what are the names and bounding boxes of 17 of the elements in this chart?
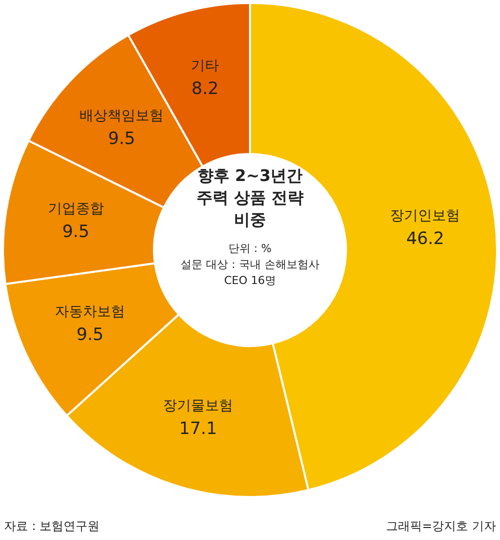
- slice-label: 배상책임보험: [78, 106, 165, 126]
- data-label: 9.5: [107, 128, 136, 150]
- data-label: 17.1: [178, 418, 218, 440]
- text: 설문 대상 : 국내 손해보험사 CEO 16명: [180, 257, 320, 289]
- slice-label: 기타: [190, 57, 220, 76]
- text: 자료 : 보험연구원: [4, 518, 101, 535]
- slice-label: 자동차보험: [54, 302, 126, 322]
- text: 단위 : %: [227, 241, 273, 257]
- text: 그래픽=강지호 기자: [385, 518, 496, 535]
- data-label: 8.2: [190, 78, 220, 100]
- data-label: 9.5: [61, 220, 90, 243]
- data-label: 9.5: [76, 324, 105, 346]
- data-label: 46.2: [405, 228, 446, 250]
- slice-label: 장기인보험: [389, 206, 462, 226]
- text: 향후 2~3년간 주력 상품 전략 비중: [195, 165, 305, 231]
- slice-label: 기업종합: [46, 200, 105, 219]
- slice-label: 장기물보험: [162, 396, 234, 416]
